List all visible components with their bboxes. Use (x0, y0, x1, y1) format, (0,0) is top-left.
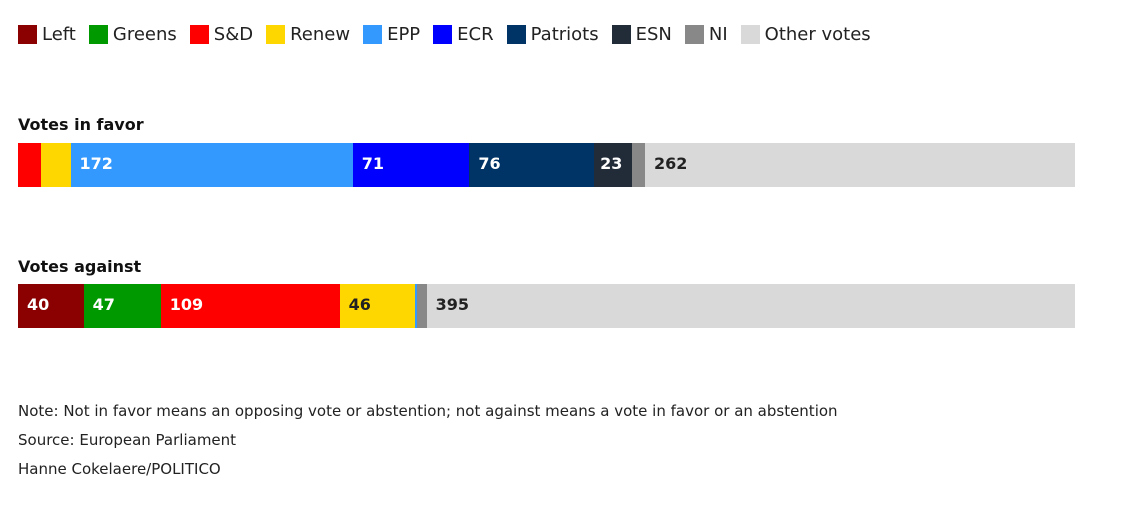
legend-swatch (611, 25, 631, 44)
legend-swatch (189, 25, 209, 44)
data-label: 395 (435, 295, 470, 314)
legend-swatch (433, 25, 453, 44)
legend-label: EPP (387, 24, 421, 45)
legend-item-epp: EPP (363, 24, 420, 45)
data-label: 46 (348, 295, 371, 314)
legend-item-renew: Renew (266, 24, 350, 45)
data-label: 23 (600, 154, 623, 173)
notes: Note: Not in favor means an opposing vot… (18, 397, 838, 484)
data-label: 47 (92, 295, 115, 314)
legend-label: ESN (635, 24, 672, 45)
bar-segment-s-d: 109 (160, 284, 340, 328)
legend-swatch (506, 25, 526, 44)
bar-segment-other-votes: 262 (644, 143, 1075, 187)
legend-swatch (18, 25, 37, 44)
row-title-against: Votes against (18, 257, 142, 276)
legend-swatch (684, 25, 704, 44)
legend-swatch (363, 25, 383, 44)
legend-label: Other votes (764, 24, 871, 45)
data-label: 262 (653, 154, 688, 173)
legend-item-s-d: S&D (189, 24, 254, 45)
data-label: 76 (478, 154, 501, 173)
note-text: Note: Not in favor means an opposing vot… (18, 402, 838, 420)
legend-item-patriots: Patriots (506, 24, 599, 45)
bar-segment-greens: 47 (83, 284, 161, 328)
data-label: 40 (27, 295, 50, 314)
data-label: 71 (361, 154, 385, 173)
legend: Left Greens S&D Renew EPP ECR Patriots ESN NI Oth… (18, 24, 884, 45)
legend-swatch (740, 25, 760, 44)
credit-text: Hanne Cokelaere/POLITICO (18, 460, 221, 478)
legend-item-greens: Greens (88, 24, 177, 45)
bar-segment-esn: 23 (594, 143, 632, 187)
legend-item-other-votes: Other votes (740, 24, 871, 45)
legend-label: ECR (457, 24, 494, 45)
legend-label: NI (708, 24, 728, 45)
bar-segment-patriots: 76 (469, 143, 595, 187)
bar-segment-epp (415, 284, 417, 328)
bar-segment-other-votes: 395 (426, 284, 1075, 328)
bar-segment-ni (416, 284, 427, 328)
legend-item-ecr: ECR (433, 24, 494, 45)
legend-swatch (266, 25, 286, 44)
data-label: 172 (79, 154, 113, 173)
bar-votes-against: 40 47 109 46 395 (18, 284, 1075, 328)
legend-item-esn: ESN (611, 24, 672, 45)
bar-segment-renew: 46 (339, 284, 416, 328)
legend-label: Renew (290, 24, 351, 45)
bar-segment-epp: 172 (70, 143, 353, 187)
legend-label: Patriots (530, 24, 599, 45)
legend-item-left: Left (18, 24, 76, 45)
bar-segment-renew (40, 143, 71, 187)
bar-segment-left: 40 (18, 284, 84, 328)
data-label: 109 (169, 295, 204, 314)
row-title-in-favor: Votes in favor (18, 115, 144, 134)
legend-item-ni: NI (684, 24, 728, 45)
legend-label: Greens (112, 24, 177, 45)
source-text: Source: European Parliament (18, 431, 237, 449)
legend-swatch (88, 25, 108, 44)
legend-label: S&D (213, 24, 254, 45)
bar-segment-ni (631, 143, 645, 187)
bar-segment-s-d (18, 143, 41, 187)
bar-votes-in-favor: 172 71 76 23 262 (18, 143, 1075, 187)
legend-label: Left (42, 24, 76, 45)
bar-segment-ecr: 71 (352, 143, 470, 187)
